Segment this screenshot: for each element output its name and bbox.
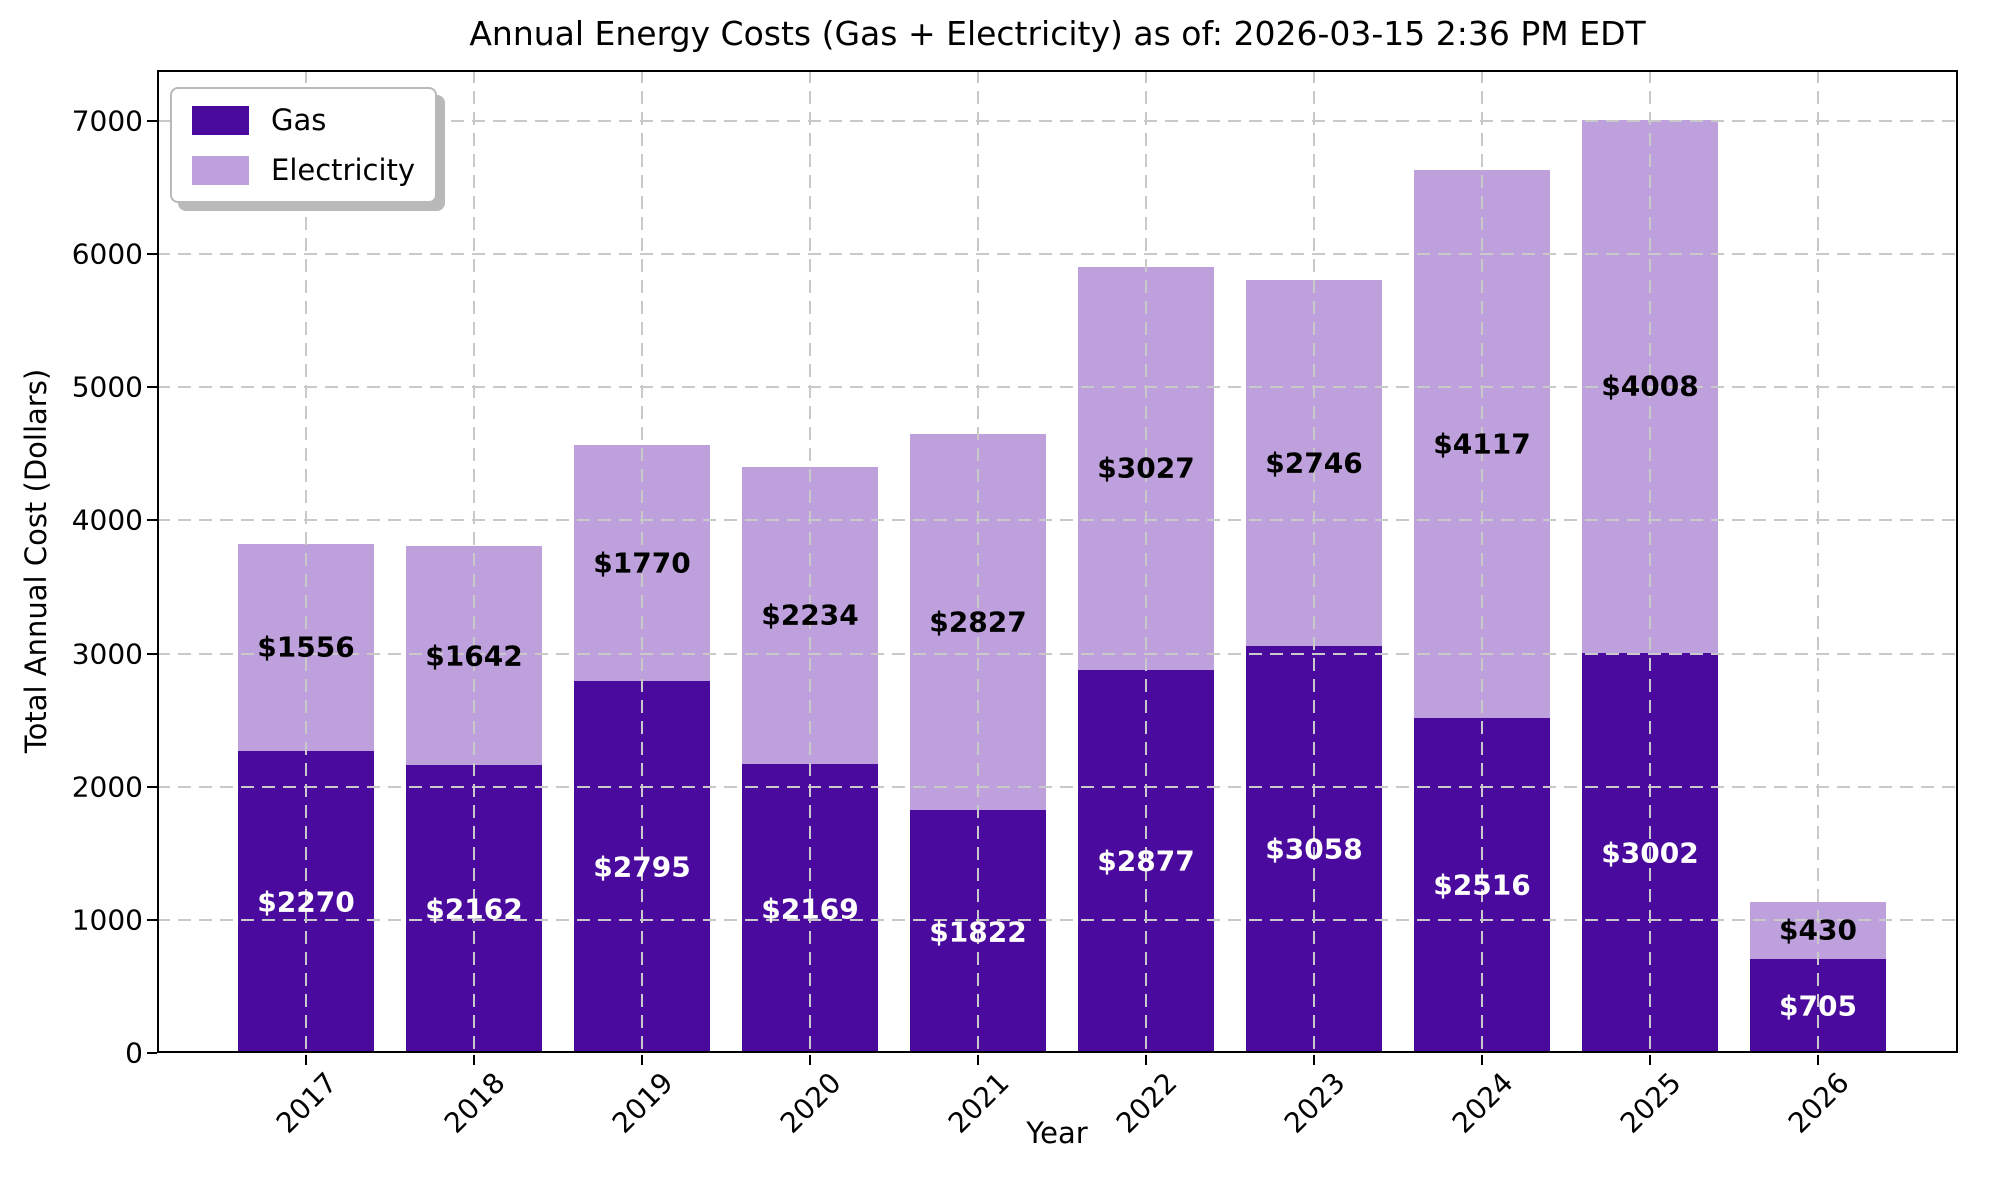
bar-value-label-electricity-2024: $4117 [1433,427,1531,461]
x-tick-label-2020: 2020 [773,1066,848,1140]
legend-swatch-gas [192,105,249,135]
x-tick-label-2017: 2017 [269,1066,344,1140]
x-tick-mark-2019 [641,1055,643,1065]
bar-value-label-electricity-2025: $4008 [1601,369,1699,403]
y-tick-label-1000: 1000 [71,903,143,937]
x-tick-label-2023: 2023 [1277,1066,1352,1140]
gridline-vertical-2024 [1481,70,1483,1053]
legend-item-electricity: Electricity [192,153,415,187]
bar-value-label-gas-2024: $2516 [1433,868,1531,902]
x-tick-label-2019: 2019 [605,1066,680,1140]
x-tick-mark-2021 [977,1055,979,1065]
bar-value-label-electricity-2021: $2827 [929,605,1027,639]
legend-label-gas: Gas [271,103,327,137]
x-tick-mark-2026 [1817,1055,1819,1065]
y-tick-label-5000: 5000 [71,370,143,404]
y-tick-mark-7000 [147,119,157,122]
y-tick-mark-6000 [147,253,157,256]
y-tick-mark-1000 [147,918,157,921]
gridline-horizontal-6000 [157,253,1958,256]
chart-title: Annual Energy Costs (Gas + Electricity) … [469,14,1646,53]
gridline-horizontal-3000 [157,652,1958,655]
y-tick-mark-2000 [147,785,157,788]
y-tick-mark-5000 [147,386,157,389]
bar-value-label-electricity-2019: $1770 [593,546,691,580]
bar-value-label-gas-2026: $705 [1779,989,1857,1023]
gridline-vertical-2019 [641,70,643,1053]
bar-value-label-gas-2019: $2795 [593,850,691,884]
x-axis-label: Year [1026,1116,1088,1150]
x-tick-label-2021: 2021 [941,1066,1016,1140]
x-tick-mark-2024 [1481,1055,1483,1065]
y-tick-label-0: 0 [125,1036,143,1070]
x-tick-mark-2025 [1649,1055,1651,1065]
x-tick-label-2022: 2022 [1109,1066,1184,1140]
bar-value-label-electricity-2018: $1642 [425,639,523,673]
bar-value-label-electricity-2017: $1556 [257,630,355,664]
legend-swatch-electricity [192,155,249,185]
x-tick-label-2025: 2025 [1613,1066,1688,1140]
gridline-vertical-2017 [305,70,307,1053]
x-tick-mark-2022 [1145,1055,1147,1065]
x-tick-mark-2017 [305,1055,307,1065]
gridline-vertical-2022 [1145,70,1147,1053]
y-tick-mark-0 [147,1052,157,1054]
x-tick-mark-2018 [473,1055,475,1065]
y-tick-label-3000: 3000 [71,637,143,670]
y-tick-label-2000: 2000 [71,770,143,804]
gridline-vertical-2025 [1649,70,1651,1053]
y-tick-mark-4000 [147,519,157,522]
gridline-horizontal-2000 [157,785,1958,788]
bar-value-label-gas-2025: $3002 [1601,836,1699,870]
y-tick-label-6000: 6000 [71,237,143,271]
x-tick-label-2018: 2018 [437,1066,512,1140]
x-tick-mark-2023 [1313,1055,1315,1065]
bar-value-label-gas-2017: $2270 [257,885,355,919]
x-tick-label-2026: 2026 [1781,1066,1856,1140]
legend: Gas Electricity [170,87,438,203]
bar-value-label-gas-2022: $2877 [1097,844,1195,878]
bar-value-label-gas-2018: $2162 [425,892,523,926]
bar-value-label-gas-2020: $2169 [761,892,859,926]
gridline-vertical-2018 [473,70,475,1053]
y-tick-label-4000: 4000 [71,503,143,537]
bar-value-label-electricity-2026: $430 [1779,913,1857,947]
bar-value-label-gas-2021: $1822 [929,915,1027,949]
x-tick-label-2024: 2024 [1445,1066,1520,1140]
gridline-vertical-2026 [1817,70,1819,1053]
bar-value-label-electricity-2020: $2234 [761,598,859,632]
y-tick-mark-3000 [147,652,157,655]
bar-value-label-gas-2023: $3058 [1265,832,1363,866]
y-tick-label-7000: 7000 [71,104,143,138]
gridline-horizontal-7000 [157,119,1958,122]
bar-value-label-electricity-2022: $3027 [1097,451,1195,485]
legend-label-electricity: Electricity [271,153,416,187]
gridline-vertical-2021 [977,70,979,1053]
gridline-vertical-2020 [809,70,811,1053]
gridline-horizontal-5000 [157,386,1958,389]
gridline-vertical-2023 [1313,70,1315,1053]
legend-item-gas: Gas [192,103,415,137]
x-tick-mark-2020 [809,1055,811,1065]
gridline-horizontal-1000 [157,918,1958,921]
bar-value-label-electricity-2023: $2746 [1265,446,1363,480]
y-axis-label: Total Annual Cost (Dollars) [19,368,53,754]
gridline-horizontal-4000 [157,519,1958,522]
